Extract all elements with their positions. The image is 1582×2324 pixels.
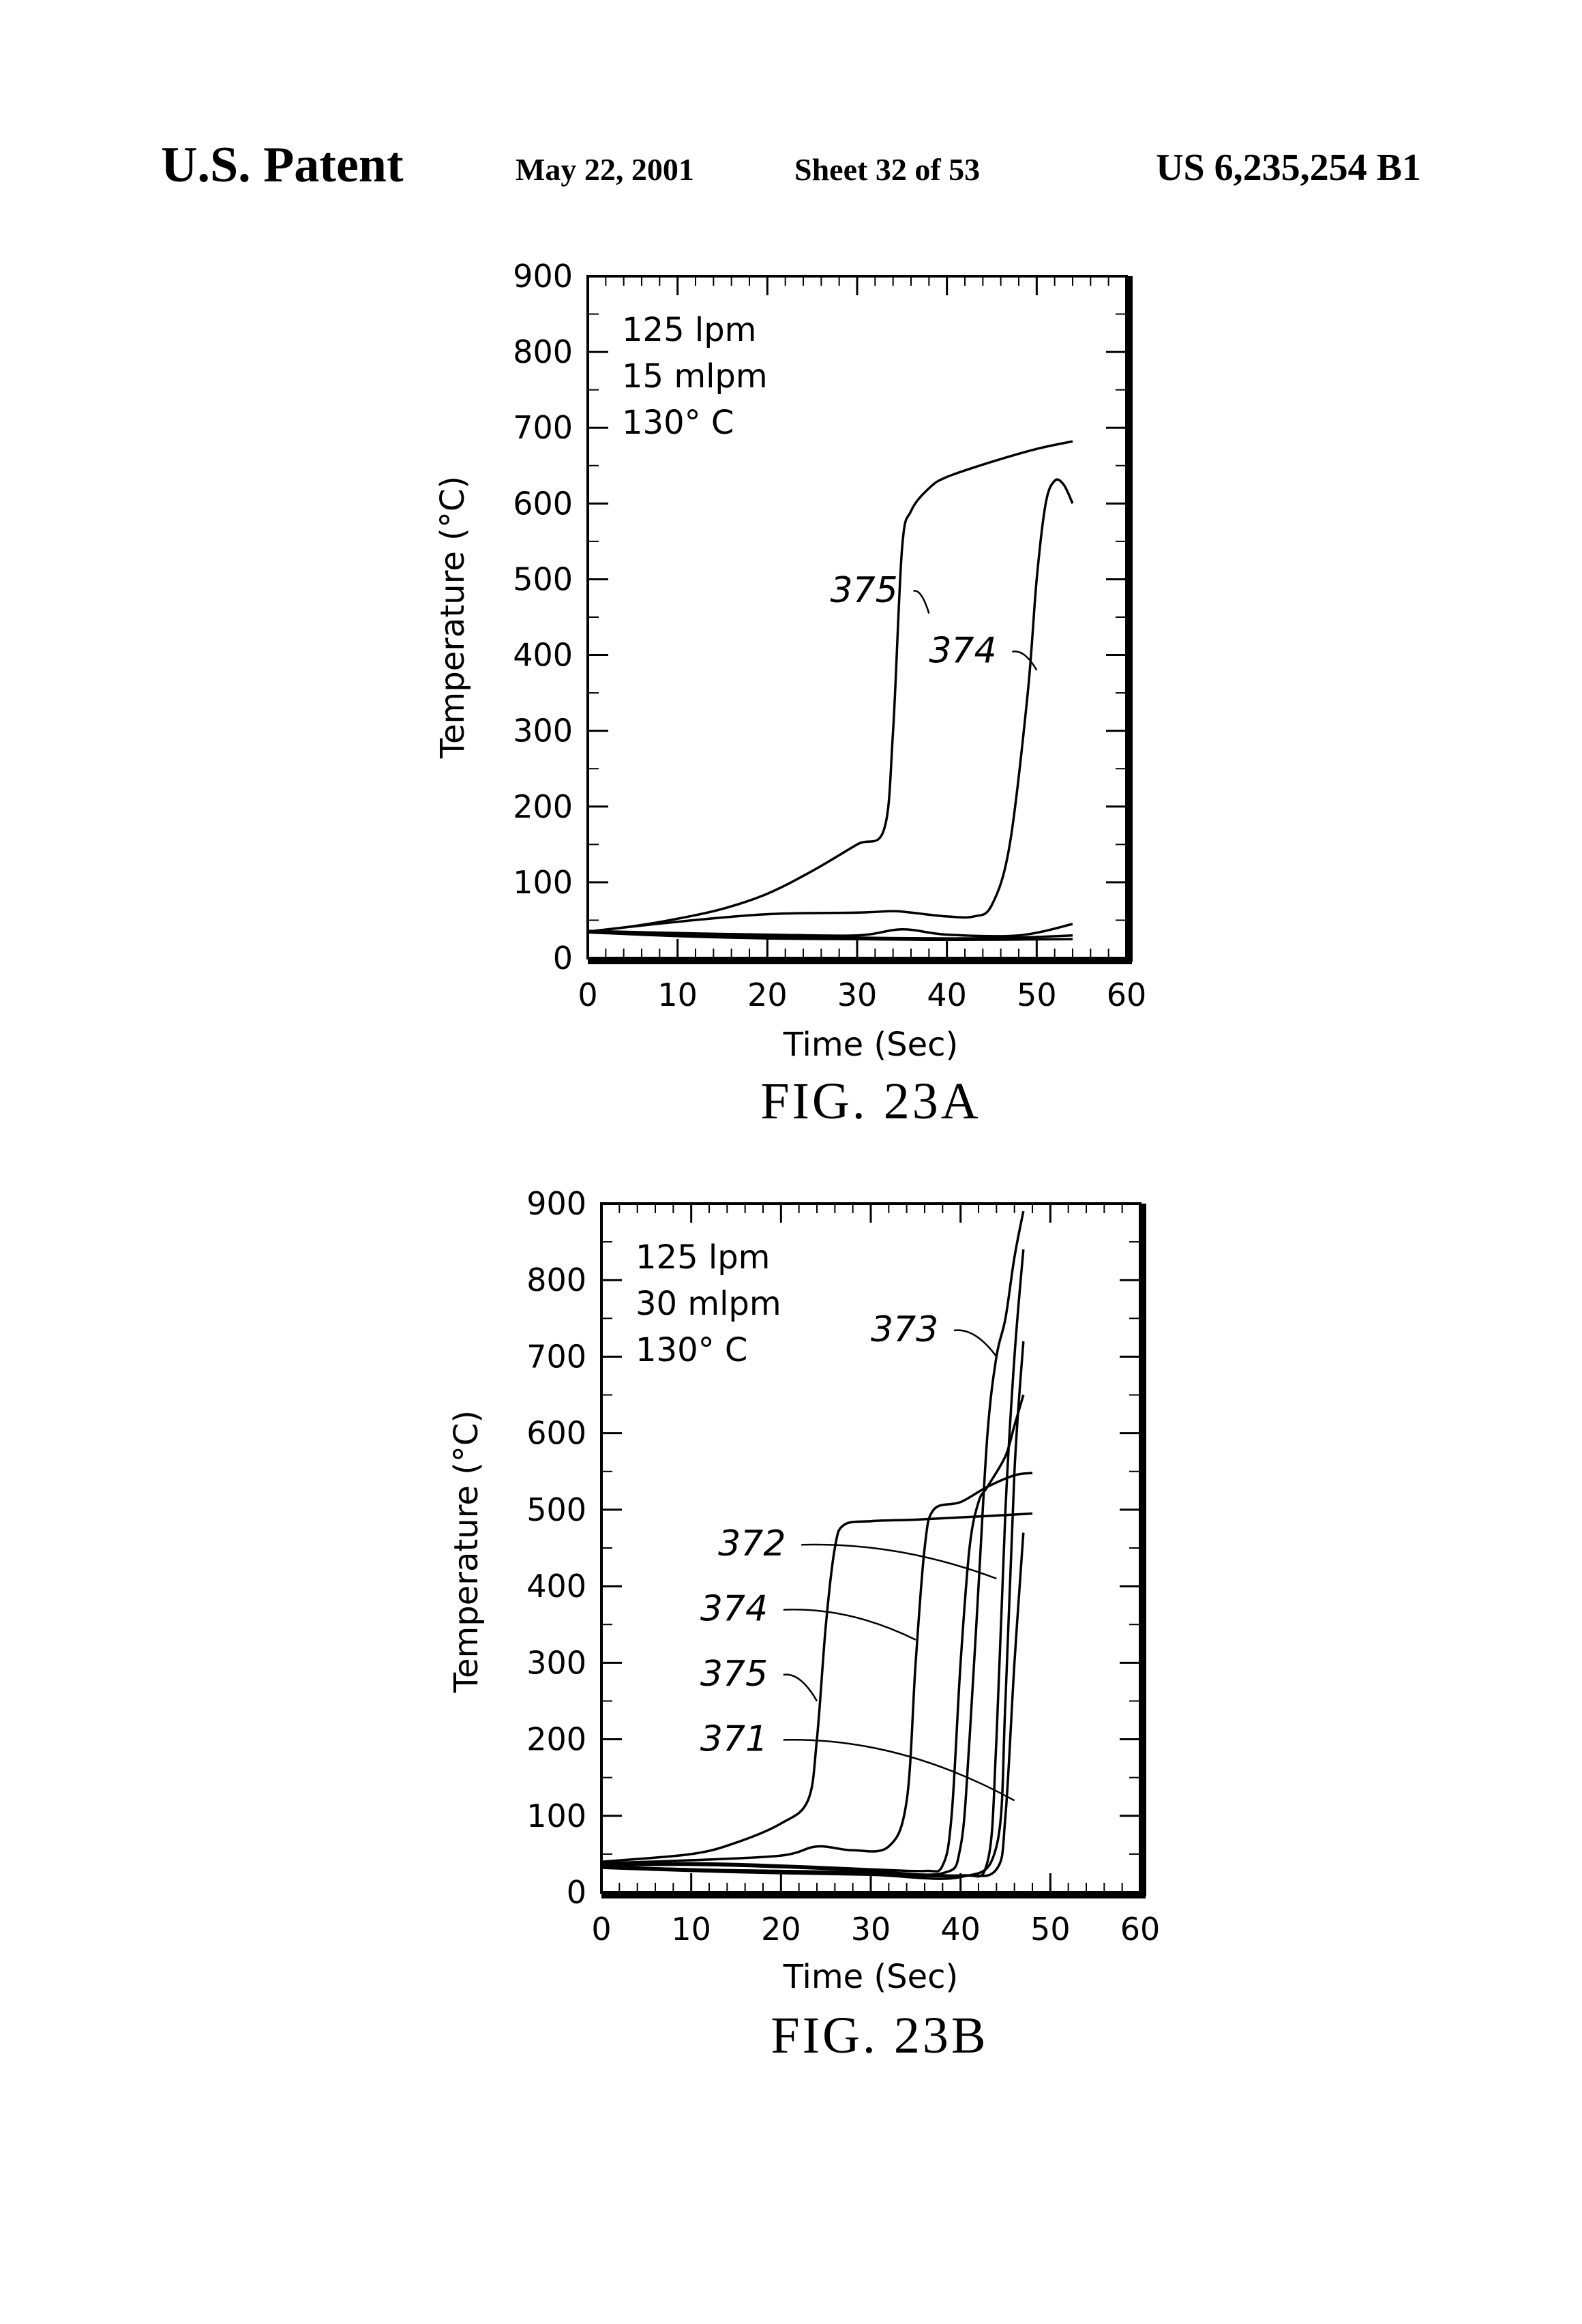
curve-label-371: 371 (700, 1718, 768, 1759)
series-line-372 (601, 1395, 1024, 1872)
y-axis-title: Temperature (°C) (447, 1410, 486, 1693)
y-tick-label: 400 (526, 1568, 586, 1605)
leader-line-373 (954, 1330, 996, 1357)
curve-label-372: 372 (718, 1523, 786, 1564)
curve-label-373: 373 (871, 1309, 938, 1350)
y-tick-label: 300 (513, 713, 573, 749)
y-tick-label: 0 (567, 1874, 586, 1911)
y-tick-label: 400 (513, 637, 573, 674)
y-tick-label: 0 (553, 940, 573, 977)
x-axis-title: Time (Sec) (783, 1026, 959, 1064)
y-axis-title: Temperature (°C) (434, 476, 472, 759)
y-tick-label: 100 (513, 864, 573, 901)
curve-label-375: 375 (831, 570, 898, 611)
condition-text: 125 lpm (622, 311, 756, 349)
curve-label-374: 374 (700, 1589, 768, 1630)
x-tick-label: 0 (578, 977, 597, 1013)
y-tick-label: 800 (526, 1262, 586, 1298)
x-tick-label: 20 (761, 1911, 801, 1948)
y-tick-label: 700 (526, 1338, 586, 1375)
y-tick-label: 800 (513, 333, 573, 370)
x-tick-label: 30 (837, 977, 878, 1013)
x-tick-label: 40 (927, 977, 967, 1013)
y-tick-label: 600 (513, 485, 573, 522)
series-line-374 (601, 1473, 1032, 1863)
x-axis-title: Time (Sec) (783, 1958, 959, 1996)
y-tick-label: 900 (526, 1185, 586, 1222)
curve-label-374: 374 (929, 631, 996, 672)
leader-line-375 (914, 591, 929, 613)
condition-text: 130° C (636, 1331, 747, 1369)
y-tick-label: 300 (526, 1644, 586, 1681)
x-tick-label: 40 (940, 1911, 981, 1948)
curve-label-375: 375 (700, 1654, 768, 1695)
leader-line-374 (783, 1609, 916, 1639)
x-tick-label: 50 (1030, 1911, 1071, 1948)
condition-text: 30 mlpm (636, 1285, 781, 1323)
y-tick-label: 600 (526, 1415, 586, 1452)
x-tick-label: 30 (851, 1911, 891, 1948)
figure-caption: FIG. 23A (760, 1073, 981, 1130)
series-line-375 (588, 441, 1073, 932)
x-tick-label: 0 (591, 1911, 611, 1948)
leader-line-374 (1012, 651, 1036, 670)
x-tick-label: 20 (747, 977, 788, 1013)
x-tick-label: 10 (671, 1911, 711, 1948)
condition-text: 130° C (622, 404, 734, 442)
condition-text: 15 mlpm (622, 357, 768, 396)
series-line-371 (601, 1533, 1024, 1876)
chart-fig-23a: 0 100 200 300 400 500 600 700 800 900 0 10 20 30 40 50 6… (434, 258, 1146, 1130)
chart-fig-23b: 0 100 200 300 400 500 600 700 800 900 0 10 20 30 40 50 6… (447, 1185, 1160, 2064)
figure-caption: FIG. 23B (771, 2007, 988, 2064)
x-tick-label: 10 (657, 977, 698, 1013)
y-tick-label: 900 (513, 258, 573, 295)
y-tick-label: 100 (526, 1798, 586, 1834)
y-tick-label: 500 (513, 561, 573, 597)
y-tick-label: 700 (513, 409, 573, 446)
y-tick-label: 500 (526, 1491, 586, 1528)
x-tick-label: 50 (1017, 977, 1057, 1013)
series-line-374 (588, 479, 1073, 932)
y-tick-label: 200 (526, 1721, 586, 1758)
leader-line-371 (783, 1740, 1015, 1800)
x-tick-label: 60 (1120, 1911, 1161, 1948)
leader-line-375 (783, 1675, 817, 1701)
y-tick-label: 200 (513, 788, 573, 825)
x-tick-label: 60 (1107, 977, 1147, 1013)
condition-text: 125 lpm (636, 1238, 770, 1277)
